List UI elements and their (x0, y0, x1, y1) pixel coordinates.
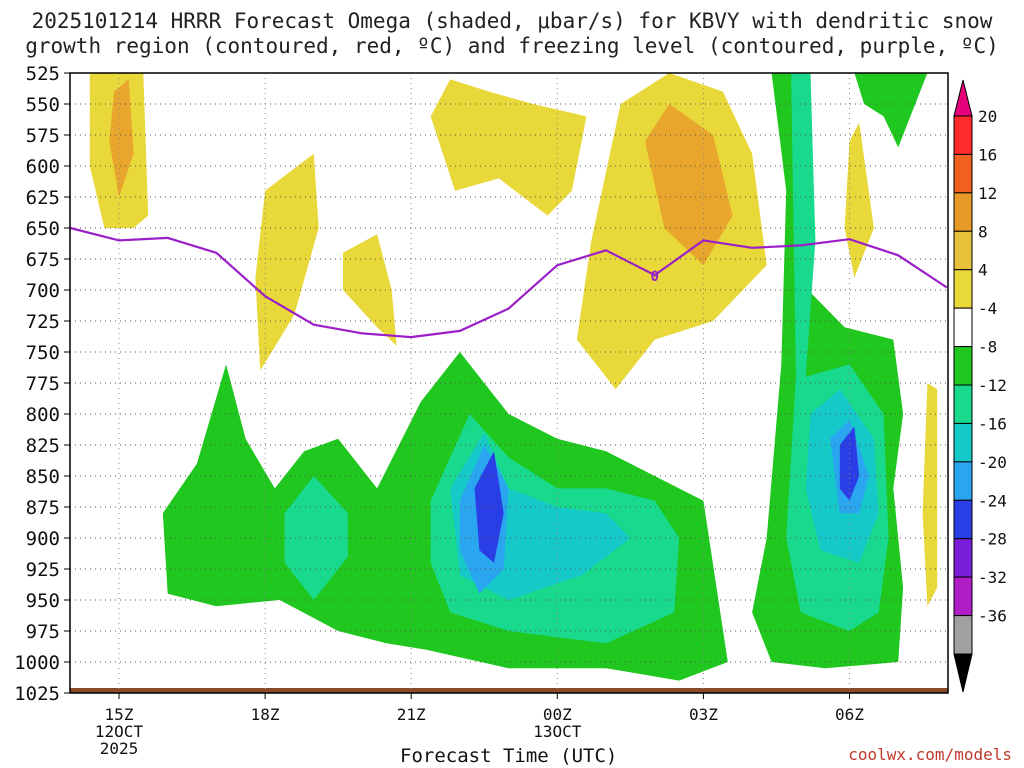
colorbar-top-arrow (953, 79, 973, 117)
y-tick-label: 1025 (14, 683, 60, 705)
y-tick-label: 850 (26, 466, 60, 488)
y-tick-label: 750 (26, 342, 60, 364)
y-tick-label: 575 (26, 125, 60, 147)
omega-region-4 (430, 79, 587, 216)
colorbar-swatch (953, 346, 973, 386)
colorbar-swatch (953, 615, 973, 655)
colorbar: 20 16 12 8 4 -4 -8 -12 -16 -20 -24 -28 -32 -36 (953, 79, 1007, 693)
credit-text: coolwx.com/models (848, 745, 1012, 764)
freezing-level-contour: 0 (70, 226, 948, 339)
x-tick-label: 03Z (689, 705, 718, 724)
colorbar-swatch (953, 269, 973, 309)
x-tick-label: 21Z (397, 705, 426, 724)
colorbar-label: -32 (978, 568, 1007, 587)
y-tick-label: 600 (26, 156, 60, 178)
ground-strip (70, 688, 948, 693)
colorbar-bottom-arrow (953, 653, 973, 693)
omega-region-3 (343, 234, 397, 346)
y-tick-label: 700 (26, 280, 60, 302)
y-tick-label: 875 (26, 497, 60, 519)
colorbar-swatch (953, 230, 973, 271)
y-tick-label: 975 (26, 621, 60, 643)
colorbar-swatch (953, 153, 973, 194)
y-tick-label: 525 (26, 63, 60, 85)
x-tick-label: 2025 (100, 739, 139, 758)
colorbar-label: -36 (978, 607, 1007, 626)
colorbar-swatch (953, 115, 973, 155)
y-tick-label: 900 (26, 528, 60, 550)
y-tick-label: 800 (26, 404, 60, 426)
colorbar-swatch (953, 461, 973, 501)
omega-shading (89, 73, 938, 681)
y-tick-label: 625 (26, 187, 60, 209)
colorbar-swatch (953, 499, 973, 540)
x-tick-label: 12OCT (95, 722, 144, 741)
freezing-level-line (70, 226, 948, 339)
y-tick-label: 550 (26, 94, 60, 116)
colorbar-label: 16 (978, 145, 997, 164)
colorbar-label: -24 (978, 491, 1007, 510)
colorbar-swatch (953, 307, 973, 348)
colorbar-label: -20 (978, 453, 1007, 472)
freezing-level-label: 0 (650, 269, 658, 285)
x-tick-label: 18Z (251, 705, 280, 724)
omega-region-1 (109, 79, 134, 197)
y-tick-label: 775 (26, 373, 60, 395)
colorbar-label: 8 (978, 222, 988, 241)
y-tick-label: 650 (26, 218, 60, 240)
omega-region-2 (255, 153, 319, 371)
colorbar-label: -28 (978, 530, 1007, 549)
y-tick-label: 825 (26, 435, 60, 457)
y-tick-label: 950 (26, 590, 60, 612)
chart-title-line1: 2025101214 HRRR Forecast Omega (shaded, … (31, 9, 993, 33)
chart-title-line2: growth region (contoured, red, ºC) and f… (25, 34, 999, 58)
omega-region-6 (645, 104, 733, 266)
x-tick-label: 13OCT (533, 722, 582, 741)
omega-region-7 (922, 383, 938, 607)
colorbar-label: 4 (978, 261, 988, 280)
y-tick-label: 925 (26, 559, 60, 581)
colorbar-label: 20 (978, 107, 997, 126)
x-tick-label: 15Z (105, 705, 134, 724)
colorbar-label: -16 (978, 414, 1007, 433)
x-tick-label: 06Z (835, 705, 864, 724)
grid-lines (70, 73, 948, 693)
x-axis-title: Forecast Time (UTC) (400, 745, 618, 767)
omega-region-14 (474, 451, 504, 563)
colorbar-label: 12 (978, 184, 997, 203)
y-tick-label: 1000 (14, 652, 60, 674)
colorbar-label: -4 (978, 299, 997, 318)
omega-region-16 (854, 73, 928, 148)
y-axis: 525 550 575 600 625 650 675 700 725 750 775 800 825 8… (14, 63, 70, 705)
colorbar-swatch (953, 384, 973, 424)
colorbar-label: -8 (978, 338, 997, 357)
colorbar-label: -12 (978, 376, 1007, 395)
colorbar-swatch (953, 576, 973, 617)
colorbar-swatch (953, 422, 973, 463)
y-tick-label: 725 (26, 311, 60, 333)
x-tick-label: 00Z (543, 705, 572, 724)
y-tick-label: 675 (26, 249, 60, 271)
colorbar-swatch (953, 192, 973, 232)
colorbar-swatch (953, 538, 973, 578)
